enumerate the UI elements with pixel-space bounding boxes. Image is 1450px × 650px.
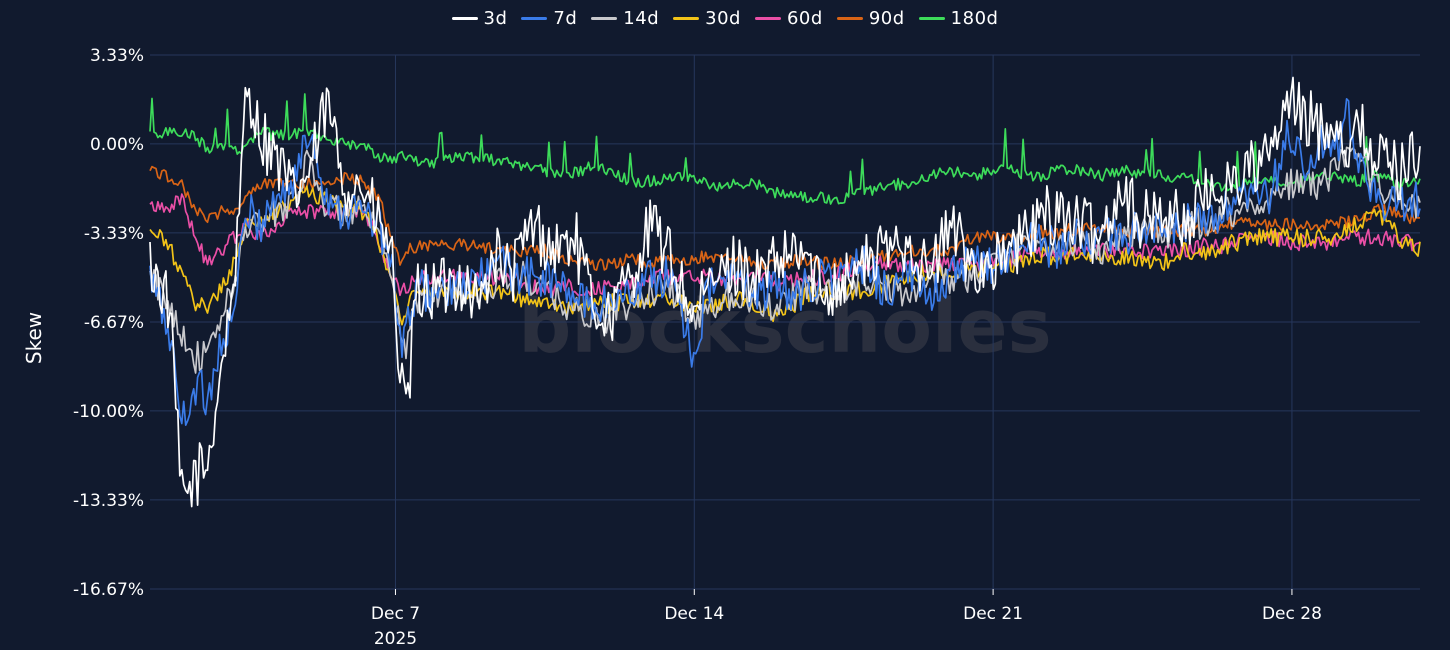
legend-label: 3d [483,8,508,29]
y-tick-label: 0.00% [90,135,144,155]
x-tick-year-label: 2025 [374,629,417,649]
x-tick-label: Dec 14 [664,604,724,624]
legend-label: 30d [705,8,741,29]
x-tick-label: Dec 7 [371,604,420,624]
x-tick-label: Dec 21 [963,604,1023,624]
x-tick-label: Dec 28 [1262,604,1322,624]
y-tick-label: -3.33% [84,224,144,244]
legend-swatch [673,17,700,20]
legend-item-14d[interactable]: 14d [591,8,659,29]
y-tick-label: -6.67% [84,313,144,333]
y-tick-label: -10.00% [73,402,144,422]
legend-item-7d[interactable]: 7d [521,8,577,29]
legend-swatch [836,17,863,20]
legend-label: 60d [786,8,823,29]
legend-swatch [591,17,618,20]
y-tick-label: 3.33% [90,46,144,66]
series-line-180d [149,93,1421,205]
series-line-7d [149,97,1421,426]
legend-item-180d[interactable]: 180d [918,8,999,29]
legend: 3d 7d 14d 30d 60d 90d 180d [0,8,1450,29]
legend-label: 14d [623,8,660,29]
legend-label: 90d [868,8,905,29]
legend-item-30d[interactable]: 30d [673,8,741,29]
y-tick-label: -16.67% [73,580,144,600]
legend-label: 7d [553,8,578,29]
legend-item-90d[interactable]: 90d [836,8,905,29]
legend-swatch [918,17,945,20]
legend-item-60d[interactable]: 60d [754,8,823,29]
series-line-3d [149,76,1421,508]
legend-label: 180d [950,8,999,29]
series-line-30d [149,185,1421,326]
legend-swatch [754,17,781,20]
legend-swatch [451,17,478,20]
legend-item-3d[interactable]: 3d [451,8,508,29]
legend-swatch [521,17,548,20]
y-tick-label: -13.33% [73,491,144,511]
